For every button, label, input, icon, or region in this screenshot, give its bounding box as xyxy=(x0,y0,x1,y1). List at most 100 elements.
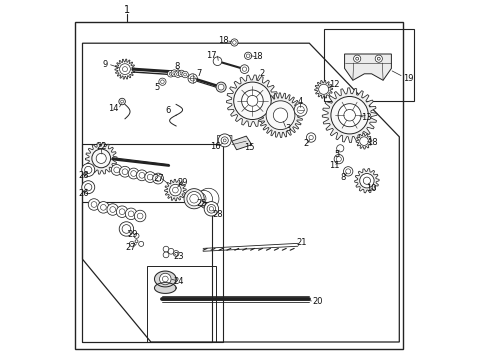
Text: 5: 5 xyxy=(333,150,339,158)
Circle shape xyxy=(152,173,163,184)
Text: 14: 14 xyxy=(108,104,118,113)
Circle shape xyxy=(169,184,181,196)
Circle shape xyxy=(183,189,204,209)
Circle shape xyxy=(189,194,198,203)
Circle shape xyxy=(134,210,145,222)
Circle shape xyxy=(122,169,127,175)
Polygon shape xyxy=(226,75,278,127)
Circle shape xyxy=(209,207,213,211)
Text: 24: 24 xyxy=(173,277,183,286)
Circle shape xyxy=(163,246,168,252)
Text: 8: 8 xyxy=(175,63,180,72)
Circle shape xyxy=(336,157,341,162)
Circle shape xyxy=(187,74,197,83)
Circle shape xyxy=(244,52,251,59)
Circle shape xyxy=(121,100,123,103)
Circle shape xyxy=(241,90,263,112)
Circle shape xyxy=(119,209,125,215)
Circle shape xyxy=(230,39,238,46)
Circle shape xyxy=(183,73,186,76)
Circle shape xyxy=(134,233,139,238)
Circle shape xyxy=(343,167,352,176)
Text: 1: 1 xyxy=(124,5,130,15)
Circle shape xyxy=(176,73,179,76)
Circle shape xyxy=(171,70,177,76)
Circle shape xyxy=(294,103,306,116)
Text: 22: 22 xyxy=(96,142,106,151)
Circle shape xyxy=(296,106,304,113)
Text: 10: 10 xyxy=(365,184,376,193)
Text: 29: 29 xyxy=(127,230,138,239)
Circle shape xyxy=(91,202,97,207)
Text: 3: 3 xyxy=(285,123,290,132)
Circle shape xyxy=(172,187,178,193)
Polygon shape xyxy=(154,271,176,287)
Circle shape xyxy=(84,166,92,174)
Circle shape xyxy=(160,80,164,84)
Text: 25: 25 xyxy=(196,199,206,208)
Polygon shape xyxy=(344,54,390,80)
Circle shape xyxy=(129,241,134,246)
Polygon shape xyxy=(115,59,135,79)
Circle shape xyxy=(180,72,183,75)
Circle shape xyxy=(223,139,225,142)
Circle shape xyxy=(84,184,92,191)
Circle shape xyxy=(206,204,215,213)
Text: 18: 18 xyxy=(366,139,377,148)
Circle shape xyxy=(359,137,367,145)
Text: 15: 15 xyxy=(244,143,254,152)
Circle shape xyxy=(318,84,328,94)
Circle shape xyxy=(81,181,95,194)
Circle shape xyxy=(353,55,360,62)
Polygon shape xyxy=(354,168,378,193)
Circle shape xyxy=(122,225,130,233)
Circle shape xyxy=(169,72,172,75)
Circle shape xyxy=(374,55,382,62)
Text: 29: 29 xyxy=(177,178,187,187)
Circle shape xyxy=(128,168,139,179)
Text: 5: 5 xyxy=(154,83,160,91)
Circle shape xyxy=(130,171,136,176)
Circle shape xyxy=(120,166,130,177)
Circle shape xyxy=(139,172,144,178)
Circle shape xyxy=(308,135,313,140)
Circle shape xyxy=(213,57,222,66)
Circle shape xyxy=(218,84,224,90)
Circle shape xyxy=(173,251,179,256)
Circle shape xyxy=(139,241,143,246)
Circle shape xyxy=(246,54,249,58)
Circle shape xyxy=(163,252,168,258)
Circle shape xyxy=(122,67,127,72)
Text: 16: 16 xyxy=(210,143,221,152)
Circle shape xyxy=(137,213,142,219)
Circle shape xyxy=(363,177,370,184)
Circle shape xyxy=(343,109,355,121)
Circle shape xyxy=(221,137,228,144)
Circle shape xyxy=(147,174,153,180)
Circle shape xyxy=(120,64,130,75)
Polygon shape xyxy=(231,136,251,150)
Text: 2: 2 xyxy=(259,69,264,78)
Circle shape xyxy=(135,240,138,243)
Text: 6: 6 xyxy=(165,106,170,115)
Polygon shape xyxy=(314,80,332,98)
Circle shape xyxy=(359,174,373,188)
Circle shape xyxy=(232,41,236,44)
Text: 20: 20 xyxy=(311,297,322,306)
Circle shape xyxy=(337,104,361,127)
Circle shape xyxy=(218,134,231,147)
Circle shape xyxy=(159,273,171,285)
Circle shape xyxy=(345,169,350,174)
Circle shape xyxy=(119,98,125,105)
Text: 8: 8 xyxy=(339,173,345,181)
Text: 27: 27 xyxy=(153,174,164,183)
Text: 18: 18 xyxy=(218,36,228,45)
Text: 4: 4 xyxy=(297,97,302,107)
Circle shape xyxy=(190,76,195,81)
Text: 27: 27 xyxy=(125,243,136,252)
Bar xyxy=(323,29,413,101)
Circle shape xyxy=(81,163,95,176)
Text: 28: 28 xyxy=(79,171,89,180)
Circle shape xyxy=(168,248,174,254)
Circle shape xyxy=(98,202,109,213)
